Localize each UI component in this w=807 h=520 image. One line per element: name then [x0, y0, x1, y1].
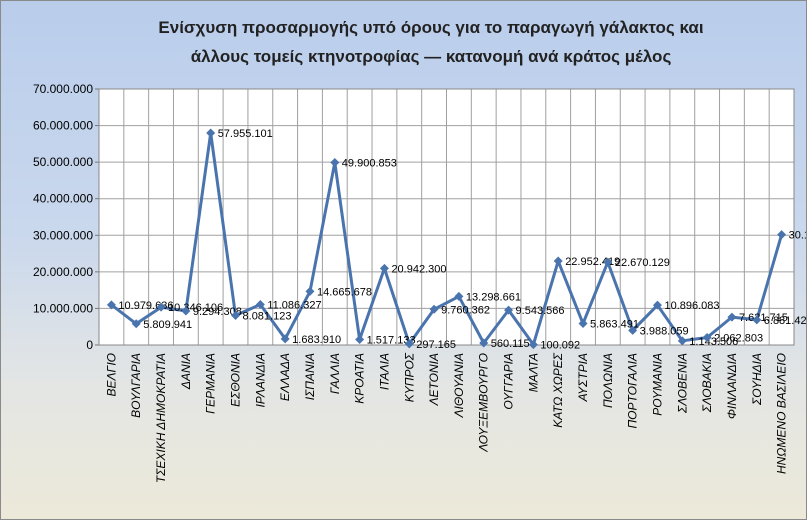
y-tick-label: 10.000.000 [33, 301, 93, 315]
data-point-marker [404, 339, 414, 349]
x-tick-label: ΗΝΩΜΕΝΟ ΒΑΣΙΛΕΙΟ [775, 353, 789, 474]
data-point-marker [206, 128, 216, 138]
plot-border [98, 88, 795, 346]
data-label: 5.863.491 [590, 319, 639, 331]
x-tick-label: ΡΟΥΜΑΝΙΑ [650, 353, 664, 416]
x-tick-label: ΠΟΡΤΟΓΑΛΙΑ [626, 353, 640, 429]
data-point-marker [777, 230, 787, 240]
data-label: 49.900.853 [342, 158, 397, 170]
x-tick-label: ΚΥΠΡΟΣ [402, 352, 416, 402]
x-tick-label: ΓΕΡΜΑΝΙΑ [204, 353, 218, 414]
data-point-marker [504, 305, 514, 315]
data-label: 11.086.327 [267, 299, 321, 311]
data-label: 10.979.636 [118, 300, 173, 312]
x-tick-label: ΣΛΟΒΑΚΙΑ [700, 353, 714, 413]
data-label: 3.988.059 [640, 325, 689, 337]
data-label: 1.143.506 [689, 336, 738, 348]
y-tick-label: 0 [86, 338, 93, 352]
data-label: 9.294.308 [193, 306, 242, 318]
data-point-marker [628, 325, 638, 335]
y-tick-label: 50.000.000 [33, 155, 93, 169]
x-tick-label: ΛΟΥΞΕΜΒΟΥΡΓΟ [477, 353, 491, 453]
data-point-marker [131, 319, 141, 329]
x-tick-label: ΚΡΟΑΤΙΑ [353, 353, 367, 404]
x-tick-label: ΔΑΝΙΑ [179, 353, 193, 390]
x-tick-label: ΙΤΑΛΙΑ [377, 353, 391, 390]
data-label: 22.670.129 [615, 257, 670, 269]
x-tick-label: ΛΙΘΟΥΑΝΙΑ [452, 353, 466, 418]
data-label: 1.517.133 [367, 334, 416, 346]
data-label: 10.896.083 [664, 300, 719, 312]
x-tick-label: ΓΑΛΛΙΑ [328, 353, 342, 394]
data-point-marker [553, 256, 563, 266]
data-label: 560.115 [491, 338, 530, 350]
data-label: 20.942.300 [391, 263, 446, 275]
data-point-marker [330, 158, 340, 168]
data-point-marker [702, 332, 712, 342]
data-point-marker [652, 300, 662, 310]
y-tick-label: 20.000.000 [33, 265, 93, 279]
data-point-marker [156, 302, 166, 312]
data-label: 2.062.803 [714, 332, 763, 344]
data-label: 14.665.678 [317, 286, 372, 298]
y-tick-label: 70.000.000 [33, 82, 93, 96]
data-label: 30.195.996 [789, 230, 806, 242]
data-point-marker [677, 336, 687, 346]
data-label: 57.955.101 [218, 128, 273, 140]
x-tick-label: ΚΑΤΩ ΧΩΡΕΣ [551, 352, 565, 428]
data-point-marker [379, 263, 389, 273]
x-tick-label: ΛΕΤΟΝΙΑ [427, 353, 441, 406]
x-tick-label: ΟΥΓΓΑΡΙΑ [502, 353, 516, 410]
data-label: 9.760.362 [441, 304, 490, 316]
data-point-marker [255, 299, 265, 309]
y-tick-label: 30.000.000 [33, 228, 93, 242]
chart-title: Ενίσχυση προσαρμογής υπό όρους για το πα… [81, 13, 781, 71]
x-tick-label: ΒΕΛΓΙΟ [104, 353, 118, 397]
data-label: 13.298.661 [466, 291, 521, 303]
data-label: 7.621.715 [739, 312, 788, 324]
data-point-marker [578, 319, 588, 329]
data-label: 6.881.425 [764, 315, 806, 327]
data-point-marker [106, 300, 116, 310]
data-label: 5.809.941 [143, 319, 192, 331]
x-tick-label: ΑΥΣΤΡΙΑ [576, 353, 590, 402]
chart-title-line-1: Ενίσχυση προσαρμογής υπό όρους για το πα… [158, 18, 704, 37]
x-tick-label: ΜΑΛΤΑ [526, 353, 540, 392]
x-tick-label: ΙΣΠΑΝΙΑ [303, 353, 317, 400]
data-point-marker [454, 291, 464, 301]
x-tick-label: ΦΙΝΛΑΝΔΙΑ [725, 353, 739, 419]
data-point-marker [429, 304, 439, 314]
data-point-marker [280, 334, 290, 344]
data-point-marker [752, 315, 762, 325]
x-tick-label: ΒΟΥΛΓΑΡΙΑ [129, 353, 143, 418]
data-point-marker [727, 312, 737, 322]
y-tick-label: 60.000.000 [33, 119, 93, 133]
x-tick-label: ΕΣΘΟΝΙΑ [229, 353, 243, 407]
data-label: 9.543.566 [516, 305, 565, 317]
data-point-marker [231, 310, 241, 320]
y-tick-label: 40.000.000 [33, 192, 93, 206]
x-tick-label: ΠΟΛΩΝΙΑ [601, 353, 615, 408]
x-tick-label: ΣΛΟΒΕΝΙΑ [675, 353, 689, 414]
data-label: 8.081.123 [243, 310, 292, 322]
data-point-marker [355, 334, 365, 344]
x-tick-label: ΤΣΕΧΙΚΗ ΔΗΜΟΚΡΑΤΙΑ [154, 353, 168, 483]
x-tick-label: ΙΡΛΑΝΔΙΑ [253, 353, 267, 408]
chart-title-line-2: άλλους τομείς κτηνοτροφίας — κατανομή αν… [190, 47, 672, 66]
data-point-marker [181, 306, 191, 316]
data-label: 1.683.910 [292, 334, 341, 346]
data-point-marker [479, 338, 489, 348]
series-line [110, 131, 784, 347]
data-point-marker [528, 340, 538, 350]
x-tick-label: ΕΛΛΑΔΑ [278, 353, 292, 401]
data-point-marker [305, 286, 315, 296]
data-label: 100.092 [540, 340, 580, 352]
data-point-marker [603, 257, 613, 267]
x-tick-label: ΣΟΥΗΔΙΑ [750, 353, 764, 406]
data-label: 297.165 [416, 339, 456, 351]
